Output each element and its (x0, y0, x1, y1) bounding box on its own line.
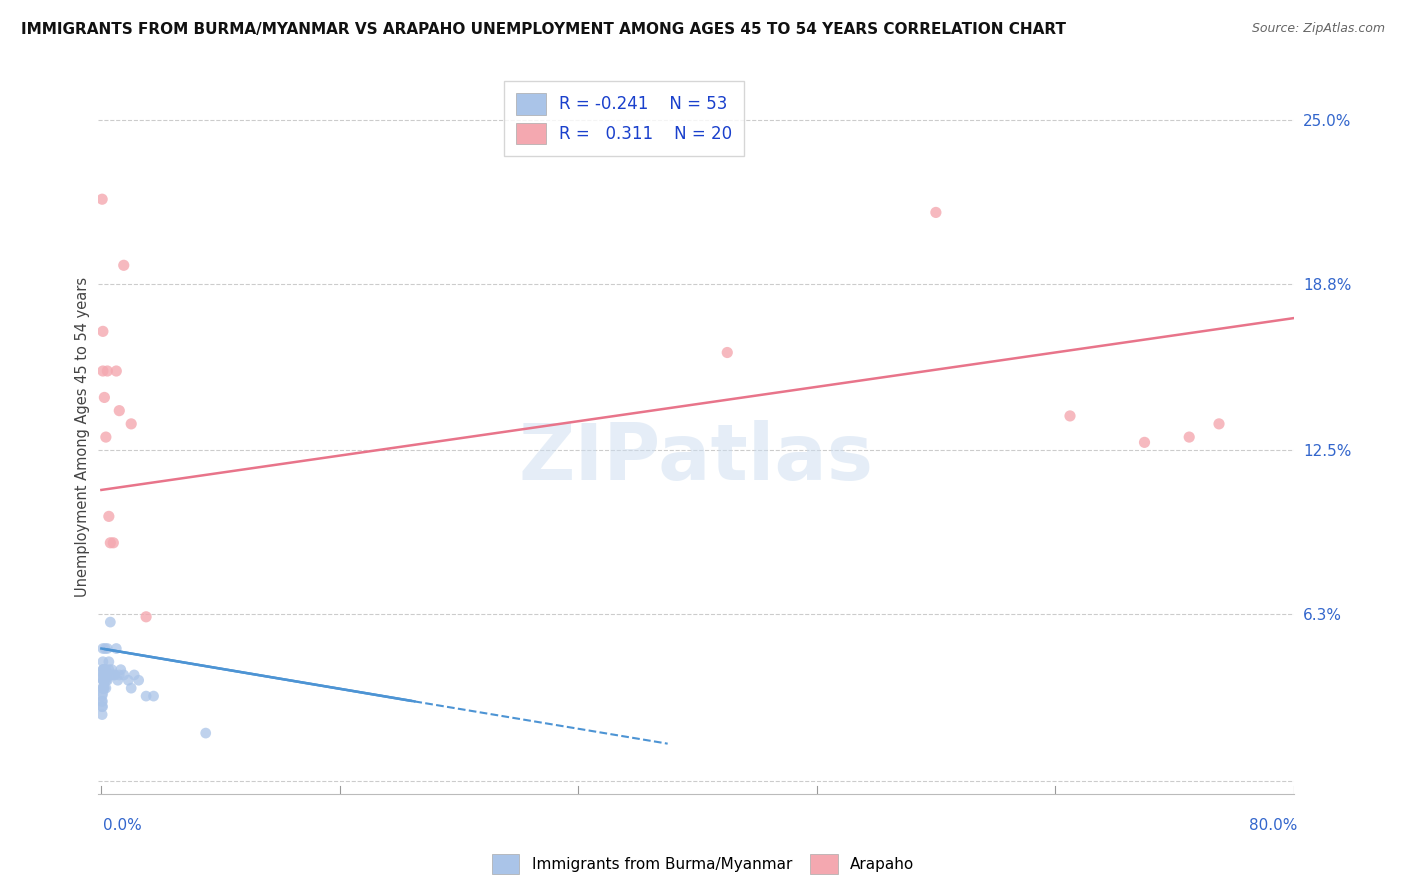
Point (93, 663, 115, 677)
Text: Source: ZipAtlas.com: Source: ZipAtlas.com (1251, 22, 1385, 36)
Point (96, 668, 118, 682)
Point (1059, 409, 1081, 423)
Point (93, 681, 115, 695)
Point (91, 707, 114, 722)
Y-axis label: Unemployment Among Ages 45 to 54 years: Unemployment Among Ages 45 to 54 years (75, 277, 90, 597)
Text: IMMIGRANTS FROM BURMA/MYANMAR VS ARAPAHO UNEMPLOYMENT AMONG AGES 45 TO 54 YEARS : IMMIGRANTS FROM BURMA/MYANMAR VS ARAPAHO… (21, 22, 1066, 37)
Point (108, 403, 131, 417)
Point (91, 681, 114, 695)
Point (90, 694, 112, 708)
Point (122, 668, 145, 682)
Point (194, 726, 217, 740)
Text: 0.0%: 0.0% (103, 818, 142, 832)
Point (93, 668, 115, 682)
Point (93, 663, 115, 677)
Point (93, 663, 115, 677)
Point (91, 686, 114, 700)
Point (103, 536, 125, 550)
Point (97, 509, 120, 524)
Point (108, 668, 131, 682)
Point (104, 668, 127, 682)
Point (925, 205, 948, 219)
Point (112, 258, 135, 272)
Point (94, 681, 117, 695)
Point (91, 324, 114, 338)
Point (91, 673, 114, 688)
Point (93, 391, 115, 405)
Point (90, 699, 112, 714)
Point (107, 673, 129, 688)
Point (91, 663, 114, 677)
Point (98, 615, 121, 629)
Point (91, 699, 114, 714)
Point (93, 673, 115, 688)
Point (91, 641, 114, 656)
Point (97, 655, 120, 669)
Point (135, 609, 157, 624)
Point (93, 673, 115, 688)
Point (96, 364, 118, 378)
Point (93, 681, 115, 695)
Point (105, 641, 128, 656)
Point (91, 689, 114, 703)
Point (91, 668, 114, 682)
Point (98, 668, 121, 682)
Point (716, 345, 738, 359)
Point (91, 364, 114, 378)
Legend: R = -0.241    N = 53, R =   0.311    N = 20: R = -0.241 N = 53, R = 0.311 N = 20 (505, 81, 744, 156)
Point (91, 668, 114, 682)
Point (1178, 430, 1201, 444)
Point (120, 417, 142, 431)
Point (94, 641, 117, 656)
Point (91, 694, 114, 708)
Point (110, 663, 132, 677)
Point (112, 668, 135, 682)
Point (96, 641, 118, 656)
Point (94, 663, 117, 677)
Text: 80.0%: 80.0% (1250, 818, 1298, 832)
Point (91, 192, 114, 206)
Point (94, 430, 117, 444)
Point (1208, 417, 1230, 431)
Point (120, 681, 142, 695)
Point (97, 663, 120, 677)
Point (1133, 435, 1156, 450)
Legend: Immigrants from Burma/Myanmar, Arapaho: Immigrants from Burma/Myanmar, Arapaho (485, 848, 921, 880)
Text: ZIPatlas: ZIPatlas (519, 420, 873, 497)
Point (128, 673, 150, 688)
Point (96, 673, 118, 688)
Point (142, 689, 165, 703)
Point (135, 689, 157, 703)
Point (91, 673, 114, 688)
Point (98, 536, 121, 550)
Point (93, 673, 115, 688)
Point (96, 673, 118, 688)
Point (103, 668, 125, 682)
Point (91, 655, 114, 669)
Point (93, 668, 115, 682)
Point (117, 673, 139, 688)
Point (101, 663, 124, 677)
Point (105, 364, 128, 378)
Point (91, 681, 114, 695)
